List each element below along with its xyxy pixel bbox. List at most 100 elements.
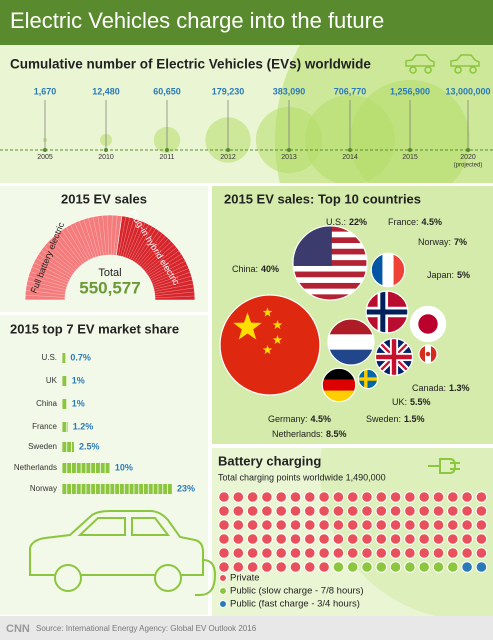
flag	[327, 318, 375, 335]
waffle-dot	[361, 505, 373, 517]
logo: CNN	[6, 623, 30, 635]
year-label: 2013	[281, 154, 297, 161]
waffle-dot	[246, 561, 259, 573]
waffle-dot	[261, 547, 273, 559]
waffle-dot	[447, 491, 459, 503]
category-label: U.S.	[41, 353, 57, 362]
country-label: Germany: 4.5%	[268, 414, 331, 424]
country-bubble	[374, 337, 414, 377]
waffle-dot	[232, 547, 245, 559]
waffle-dot	[375, 491, 388, 503]
waffle-dot	[346, 491, 359, 503]
country-name: China:	[232, 264, 258, 274]
waffle-dot	[246, 505, 259, 517]
gauge-tick	[61, 229, 85, 263]
value-label: 383,090	[273, 86, 306, 96]
waffle-dot	[346, 505, 359, 517]
country-label: Norway: 7%	[418, 237, 467, 247]
value-label: 60,650	[153, 86, 181, 96]
value-label: 13,000,000	[445, 86, 490, 96]
bar	[62, 422, 68, 432]
year-label: 2015	[402, 154, 418, 161]
waffle-dot	[289, 491, 302, 503]
gauge-tick	[92, 216, 102, 256]
waffle-dot	[475, 561, 488, 573]
waffle-dot	[289, 561, 302, 573]
waffle-dot	[404, 491, 416, 503]
gauge-tick	[134, 228, 157, 263]
gauge-tick	[153, 279, 193, 290]
country-name: U.S.:	[326, 217, 346, 227]
gauge-tick	[25, 290, 66, 296]
waffle-dot	[375, 547, 388, 559]
value-label: 1%	[72, 375, 85, 385]
gauge-tick	[149, 260, 186, 280]
page-title: Electric Vehicles charge into the future	[10, 8, 384, 33]
country-bubble	[409, 305, 447, 343]
flag	[292, 271, 368, 278]
waffle-dot	[332, 561, 345, 573]
gauge-tick	[153, 275, 192, 288]
country-label: Netherlands: 8.5%	[272, 429, 347, 439]
gauge-tick	[140, 238, 169, 268]
flag	[431, 344, 438, 364]
flag	[327, 349, 375, 366]
waffle-dot	[346, 547, 359, 559]
waffle-dot	[389, 547, 402, 559]
country-name: Sweden:	[366, 414, 401, 424]
gauge-tick	[146, 250, 180, 275]
bar	[62, 463, 110, 473]
waffle-dot	[218, 533, 230, 545]
waffle-dot	[246, 519, 259, 531]
flag	[425, 351, 431, 357]
waffle-dot	[218, 491, 230, 503]
bar	[62, 484, 172, 494]
waffle-dot	[432, 519, 445, 531]
flag-group	[220, 295, 320, 395]
country-label: UK: 5.5%	[392, 397, 431, 407]
flag	[322, 379, 356, 391]
waffle-dot	[275, 519, 288, 531]
country-bubble	[321, 367, 357, 403]
gauge-tick	[33, 262, 70, 281]
stem-dot	[408, 148, 412, 152]
waffle-dot	[304, 561, 316, 573]
country-value: 5.5%	[410, 397, 431, 407]
country-bubble	[370, 252, 406, 288]
country-value: 5%	[457, 270, 470, 280]
waffle-dot	[304, 505, 316, 517]
waffle-dot	[261, 505, 273, 517]
flag	[327, 334, 375, 350]
waffle-dot	[232, 505, 245, 517]
waffle-dot	[246, 547, 259, 559]
waffle-dot	[475, 547, 488, 559]
waffle-dot	[389, 505, 402, 517]
country-value: 22%	[349, 217, 367, 227]
flag-group	[371, 253, 405, 287]
legend-swatch	[219, 574, 227, 582]
flag	[322, 368, 356, 380]
waffle-dot	[304, 491, 316, 503]
gauge-tick	[145, 247, 177, 273]
value-label: 10%	[115, 462, 133, 472]
gauge-tick	[83, 219, 97, 258]
value-label: 0.7%	[70, 352, 91, 362]
waffle-dot	[432, 533, 445, 545]
legend-label: Public (fast charge - 3/4 hours)	[230, 599, 360, 610]
waffle-dot	[232, 533, 245, 545]
legend-swatch	[219, 600, 227, 608]
flag	[292, 282, 368, 289]
gauge-tick	[113, 215, 118, 256]
gauge-tick	[154, 291, 195, 296]
waffle-dot	[232, 519, 245, 531]
country-bubble	[327, 318, 375, 366]
stem-dot	[287, 148, 291, 152]
gauge-segment	[24, 214, 123, 301]
legend-label: Public (slow charge - 7/8 hours)	[230, 586, 364, 597]
waffle-dot	[218, 519, 230, 531]
legend-swatch	[219, 587, 227, 595]
country-name: France:	[388, 217, 419, 227]
gauge-tick	[142, 241, 172, 270]
waffle-dot	[246, 533, 259, 545]
country-label: France: 4.5%	[388, 217, 442, 227]
